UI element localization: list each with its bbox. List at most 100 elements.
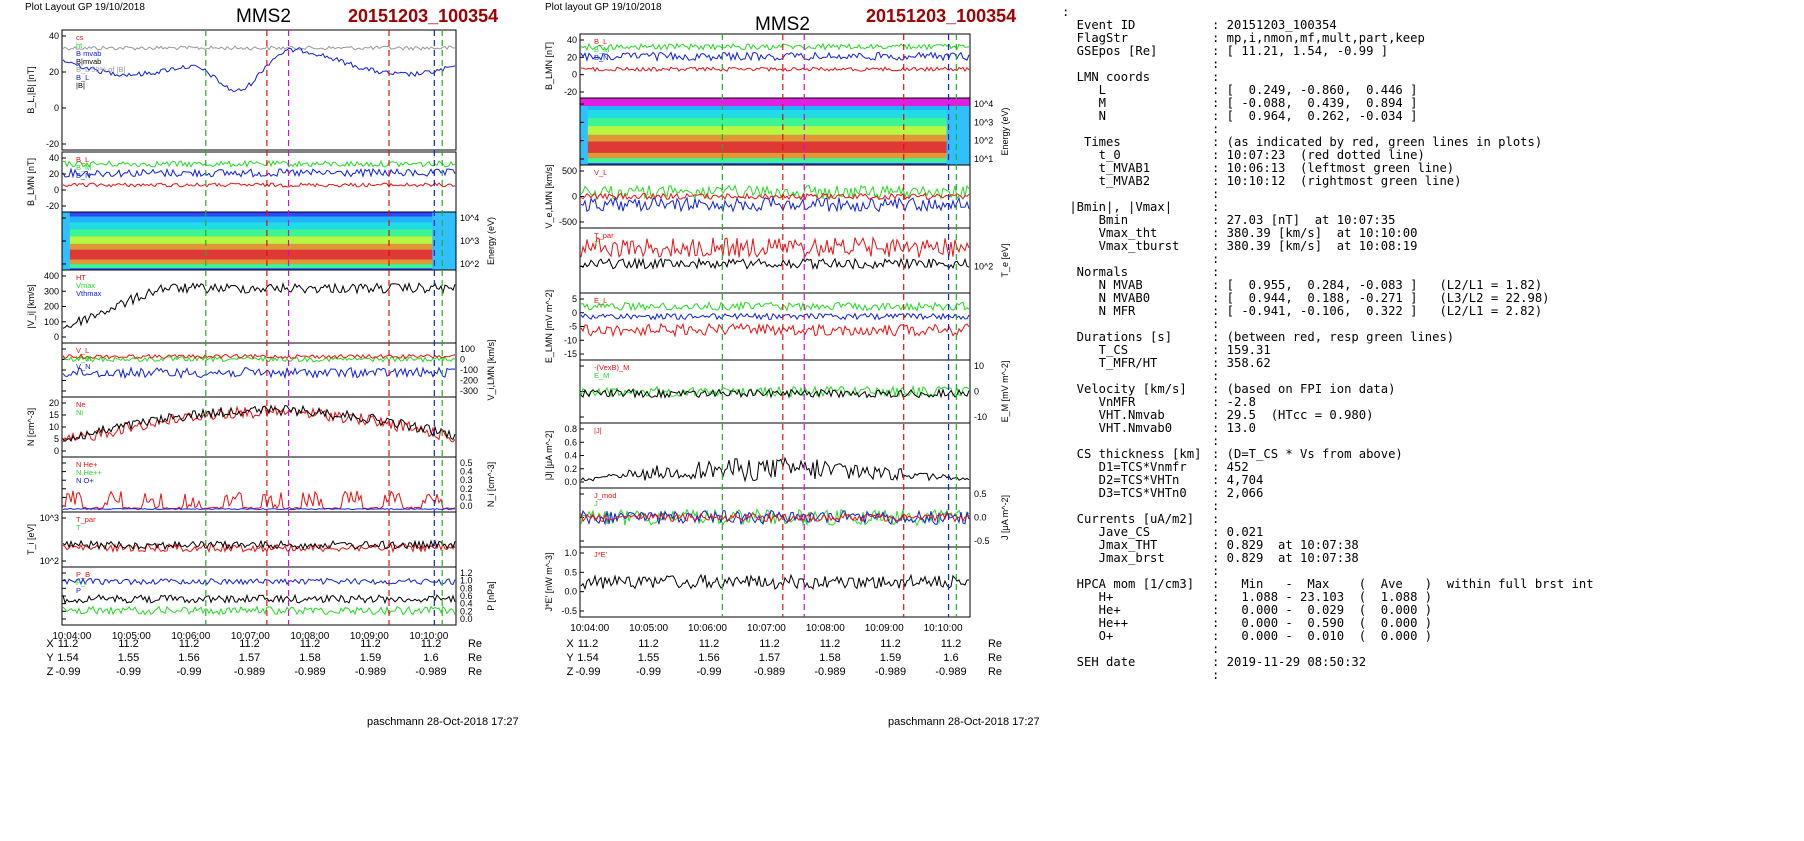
coord-value: 1.56 (178, 652, 200, 664)
data-series (62, 355, 456, 363)
legend-entry: Vmax (76, 281, 95, 290)
coord-value: 11.2 (178, 638, 200, 650)
y-tick-label: 0 (460, 355, 465, 365)
info-line: Jave_CS: 0.021 (1062, 526, 1802, 539)
coord-value: -0.989 (294, 666, 326, 678)
info-key: LMN coords (1062, 70, 1151, 84)
coord-value: 11.2 (420, 638, 442, 650)
info-value: : 4,704 (1212, 473, 1264, 487)
spectrogram-band (69, 212, 433, 217)
panel-frame (61, 269, 457, 344)
info-key: Times (1062, 135, 1121, 149)
info-key: SEH date (1062, 655, 1136, 669)
data-series (580, 322, 970, 338)
panel-je: 1.0 0.5 0.0 -0.5 J*E' [nW m^-3] J*E' (544, 546, 971, 618)
spectrogram-band (69, 216, 433, 223)
legend-entry: B mvab (76, 49, 101, 58)
info-key: Jave_CS (1062, 525, 1151, 539)
y-tick-label: -0.5 (974, 536, 990, 546)
data-series (580, 235, 970, 259)
info-value: : mp,i,nmon,mf,mult,part,keep (1212, 31, 1425, 45)
info-value: : 1.088 - 23.103 ( 1.088 ) (1212, 590, 1433, 604)
y-tick-label: 0.0 (974, 513, 987, 523)
y-axis-label: T_i [eV] (26, 524, 36, 555)
info-key: Vmax_tht (1062, 226, 1158, 240)
y-tick-label: 0 (974, 387, 979, 397)
panel-velmn: 500 0 -500 V_e,LMN [km/s] V_L (544, 164, 971, 229)
data-series (580, 456, 970, 483)
spectrogram-band (587, 162, 947, 165)
info-value: : (1212, 369, 1220, 383)
coord-unit: Re (467, 638, 483, 650)
data-series (581, 66, 970, 73)
coord-value: -0.989 (935, 666, 967, 678)
info-value: : (1212, 57, 1220, 71)
info-line: VnMFR: -2.8 (1062, 396, 1802, 409)
info-line: VHT.Nmvab: 29.5 (HTcc = 0.980) (1062, 409, 1802, 422)
coord-value: 11.2 (118, 638, 139, 650)
spectrogram-top-band (580, 98, 970, 106)
data-series (580, 195, 970, 213)
coord-unit: Re (987, 638, 1003, 650)
info-line: L: [ 0.249, -0.860, 0.446 ] (1062, 84, 1802, 97)
coord-value: -0.989 (874, 666, 907, 678)
info-value: : 0.000 - 0.010 ( 0.000 ) (1212, 629, 1433, 643)
spectrogram-band (69, 236, 433, 244)
info-line: Times : (as indicated by red, green lines… (1062, 136, 1802, 149)
info-line: Jmax_THT: 0.829 at 10:07:38 (1062, 539, 1802, 552)
coord-unit: Re (467, 666, 483, 678)
info-line: Vmax_tht: 380.39 [km/s] at 10:10:00 (1062, 227, 1802, 240)
legend-entry: |J| (594, 426, 602, 435)
info-value: : 380.39 [km/s] at 10:08:19 (1212, 239, 1418, 253)
coord-value: -0.989 (415, 666, 447, 678)
y-axis-label: B_L,|B| [nT] (26, 66, 36, 113)
info-value: : (as indicated by red, green lines in p… (1212, 135, 1543, 149)
info-key: : (1062, 5, 1070, 19)
y-tick-label: 10^3 (460, 236, 479, 246)
data-series (62, 593, 456, 605)
left-spacecraft-title: MMS2 (236, 6, 291, 27)
data-series (62, 404, 456, 443)
info-key: Currents [uA/m2] (1062, 512, 1195, 526)
y-tick-label: -5 (569, 322, 577, 332)
coord-value: 11.2 (299, 638, 321, 650)
y-tick-label: 0.5 (460, 458, 473, 468)
info-line: HPCA mom [1/cm3]: Min - Max ( Ave ) with… (1062, 578, 1802, 591)
legend-entry: B_M (594, 45, 609, 54)
y-tick-label: 0 (54, 103, 59, 113)
info-value: : (1212, 642, 1220, 656)
info-value: : 27.03 [nT] at 10:07:35 (1212, 213, 1396, 227)
time-tick-label: 10:09:00 (865, 623, 904, 634)
info-value: : (1212, 564, 1220, 578)
legend-entry: V_M (76, 354, 91, 363)
info-line: t_0: 10:07:23 (red dotted line) (1062, 149, 1802, 162)
panel-espec: 10^4 10^3 10^2 Energy (eV) (61, 211, 496, 271)
info-line: : (1062, 188, 1802, 201)
y-tick-label: 10^3 (40, 513, 59, 523)
y-tick-label: 100 (44, 317, 59, 327)
spectrogram-band (69, 268, 433, 270)
data-series (62, 159, 456, 168)
y-tick-label: -100 (460, 365, 478, 375)
spectrogram-band (587, 158, 947, 163)
legend-entry: P_i (76, 578, 87, 587)
y-axis-label: V_e,LMN [km/s] (544, 164, 554, 228)
info-value: : [ 11.21, 1.54, -0.99 ] (1212, 44, 1389, 58)
info-line: H+: 1.088 - 23.103 ( 1.088 ) (1062, 591, 1802, 604)
info-key: D2=TCS*VHTn (1062, 473, 1180, 487)
y-tick-label: 0.4 (564, 451, 577, 461)
time-tick-label: 10:07:00 (231, 631, 270, 642)
info-key: T_MFR/HT (1062, 356, 1158, 370)
info-value: : (1212, 499, 1220, 513)
y-tick-label: 400 (44, 271, 59, 281)
y-tick-label: -20 (564, 87, 577, 97)
info-key: Durations [s] (1062, 330, 1173, 344)
info-value: : 2019-11-29 08:50:32 (1212, 655, 1367, 669)
legend-entry: B|mvab (76, 57, 101, 66)
left-coord-table: X 11.2 11.2 11.2 11.2 11.2 11.2 11.2 Re Y 1.54 1.55… (0, 638, 520, 698)
y-tick-label: 0.2 (460, 606, 473, 616)
y-tick-label: 10^4 (974, 99, 993, 109)
legend-entry: E_L (594, 296, 607, 305)
